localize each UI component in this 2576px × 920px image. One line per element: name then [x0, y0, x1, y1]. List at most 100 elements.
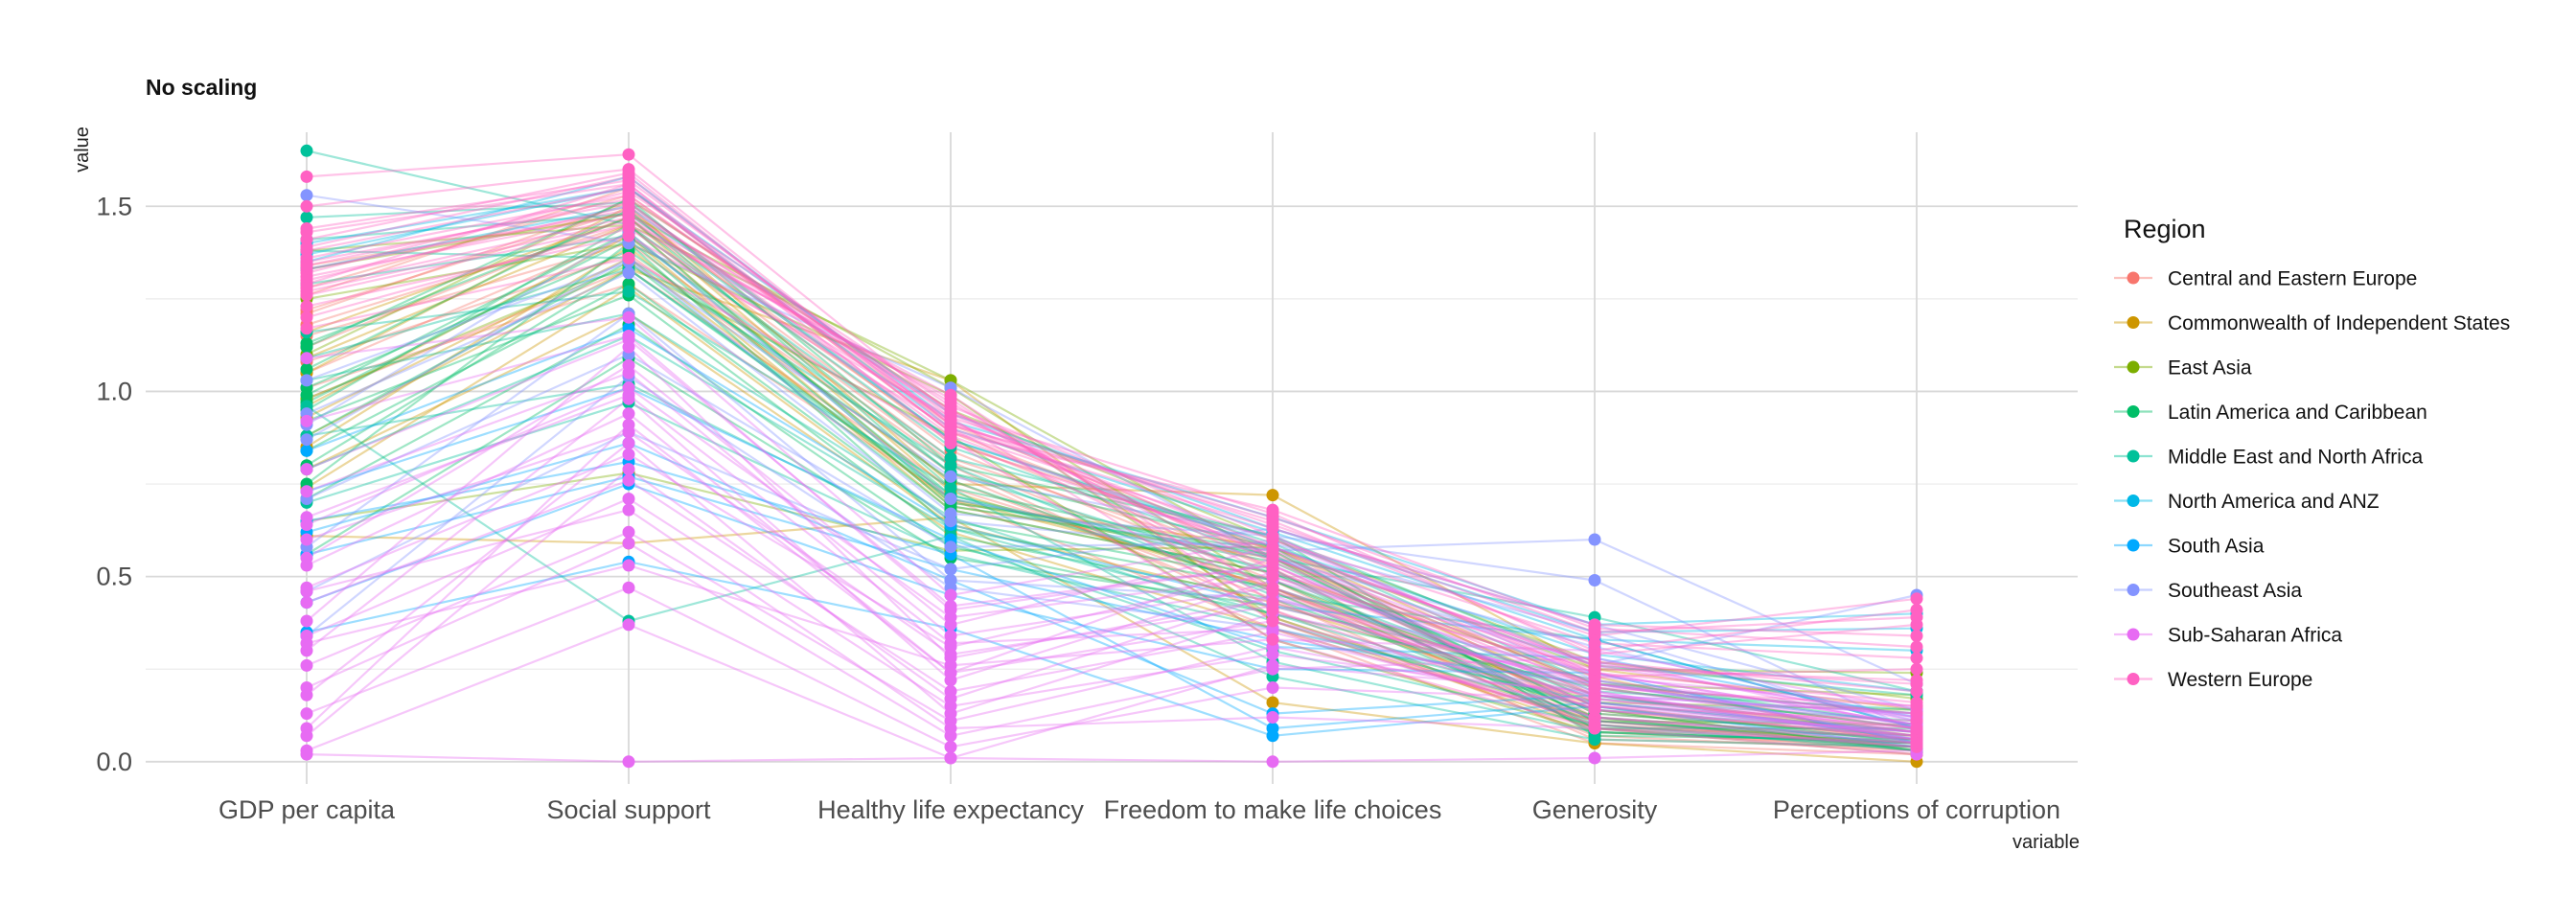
- series-line: [306, 516, 1918, 763]
- series-line: [306, 260, 1918, 733]
- legend-label: Latin America and Caribbean: [2168, 402, 2427, 424]
- series-line: [306, 223, 1918, 741]
- data-point: [1910, 737, 1923, 749]
- series-line: [306, 186, 1918, 737]
- data-point: [1266, 596, 1279, 610]
- data-point: [300, 144, 313, 157]
- data-point: [622, 525, 635, 539]
- y-axis-title: value: [72, 126, 93, 172]
- data-point: [622, 537, 635, 550]
- data-point: [944, 563, 957, 576]
- series-line: [306, 338, 1918, 730]
- data-point: [1910, 630, 1923, 642]
- series-line: [306, 460, 1918, 733]
- series-line: [306, 267, 1918, 752]
- series-line: [306, 216, 1917, 730]
- series-line: [306, 586, 1918, 748]
- data-point: [944, 600, 957, 612]
- data-point: [1910, 592, 1923, 606]
- data-point: [300, 485, 313, 498]
- series-line: [306, 150, 1918, 697]
- data-point: [622, 333, 635, 346]
- series-line: [306, 182, 1918, 649]
- data-point: [300, 225, 313, 239]
- series-line: [306, 312, 1918, 741]
- legend-label: South Asia: [2168, 536, 2265, 558]
- series-line: [306, 442, 1918, 719]
- data-point: [622, 618, 635, 632]
- data-point: [944, 403, 957, 417]
- series-line: [306, 271, 1918, 685]
- data-point: [944, 636, 957, 650]
- series-line: [306, 175, 1918, 627]
- data-point: [300, 211, 313, 224]
- data-point: [944, 540, 957, 554]
- data-point: [622, 559, 635, 572]
- series-line: [306, 364, 1918, 719]
- series-line: [306, 197, 1918, 681]
- series-line: [306, 172, 1918, 637]
- legend-key-point: [2127, 628, 2140, 641]
- data-point: [300, 688, 313, 702]
- series-line: [306, 186, 1918, 652]
- series-line: [306, 204, 1918, 711]
- data-point: [622, 148, 635, 161]
- series-line: [306, 442, 1918, 741]
- data-point: [622, 251, 635, 264]
- series-line: [306, 412, 1918, 737]
- data-point: [300, 310, 313, 324]
- series-line: [306, 201, 1918, 733]
- data-point: [300, 300, 313, 313]
- series-line: [306, 175, 1918, 633]
- legend: Central and Eastern Europe Commonwealth o…: [2114, 268, 2510, 691]
- series-line: [306, 223, 1918, 745]
- series-line: [306, 230, 1918, 723]
- data-point: [300, 259, 313, 272]
- data-point: [944, 658, 957, 672]
- series-line: [306, 541, 1918, 737]
- series-line: [306, 205, 1918, 693]
- series-line: [306, 216, 1918, 748]
- data-point: [300, 170, 313, 183]
- legend-label: North America and ANZ: [2168, 491, 2380, 513]
- series-line: [306, 216, 1918, 707]
- legend-key-point: [2127, 360, 2140, 374]
- series-line: [306, 238, 1918, 745]
- data-point: [944, 610, 957, 624]
- series-line: [306, 208, 1918, 748]
- series-line: [306, 194, 1918, 667]
- data-point: [300, 433, 313, 447]
- series-line: [306, 267, 1918, 745]
- series-line: [306, 212, 1918, 723]
- series-line: [306, 257, 1918, 730]
- series-line: [306, 197, 1918, 741]
- y-tick-label: 0.5: [96, 563, 132, 591]
- series-line: [306, 430, 1918, 730]
- data-point: [300, 596, 313, 610]
- data-point: [300, 707, 313, 721]
- data-point: [1266, 658, 1279, 672]
- series-line: [306, 230, 1918, 745]
- series-line: [306, 234, 1918, 745]
- series-line: [306, 468, 1918, 737]
- series-line: [306, 194, 1918, 685]
- data-point: [1266, 529, 1279, 542]
- legend-title: Region: [2124, 215, 2206, 243]
- data-point: [944, 707, 957, 721]
- data-point: [944, 692, 957, 705]
- legend-label: Commonwealth of Independent States: [2168, 312, 2510, 334]
- series-line: [306, 216, 1918, 741]
- series-line: [306, 257, 1918, 741]
- legend-key-point: [2127, 584, 2140, 596]
- data-point: [300, 533, 313, 546]
- data-point: [300, 463, 313, 476]
- data-point: [1588, 622, 1601, 635]
- data-point: [1266, 570, 1279, 584]
- data-point: [300, 340, 313, 354]
- series-line: [306, 289, 1918, 745]
- series-points: [300, 144, 1923, 769]
- data-point: [1588, 574, 1601, 586]
- series-line: [306, 472, 1918, 675]
